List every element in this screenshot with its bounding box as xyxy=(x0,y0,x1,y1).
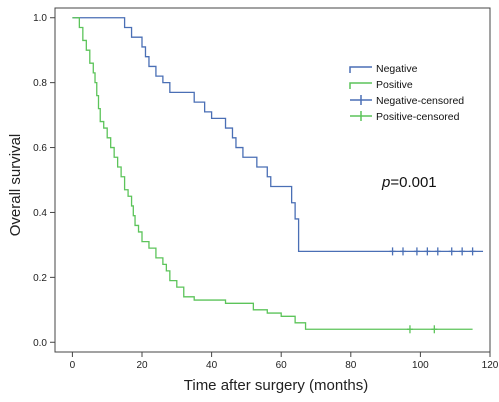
censor-mark-negative xyxy=(434,247,441,256)
x-tick-label: 120 xyxy=(482,360,499,371)
censor-mark-positive xyxy=(431,325,438,334)
y-tick-label: 0.4 xyxy=(33,208,47,219)
legend-label-positive: Positive xyxy=(376,79,413,91)
legend-symbol-positive-censored xyxy=(350,111,372,121)
y-tick-label: 0.8 xyxy=(33,78,47,89)
y-tick-label: 1.0 xyxy=(33,13,47,24)
p-value-annotation: p=0.001 xyxy=(381,174,437,191)
y-axis-title: Overall survival xyxy=(7,134,24,237)
y-tick-label: 0.0 xyxy=(33,338,47,349)
censor-mark-negative xyxy=(469,247,476,256)
x-tick-label: 40 xyxy=(206,360,218,371)
censor-mark-positive xyxy=(406,325,413,334)
legend-label-positive-censored: Positive-censored xyxy=(376,111,460,123)
censor-mark-negative xyxy=(389,247,396,256)
legend-symbol-negative-censored xyxy=(350,95,372,105)
censor-mark-negative xyxy=(424,247,431,256)
legend-item-negative: Negative xyxy=(349,63,418,75)
legend-symbol-positive xyxy=(349,82,372,89)
y-tick-label: 0.6 xyxy=(33,143,47,154)
legend-label-negative: Negative xyxy=(376,63,418,75)
axes-layer: 0 20 40 60 80 100 120 0.0 0.2 0.4 0.6 0.8 1.0 xyxy=(33,13,499,371)
censor-mark-negative xyxy=(448,247,455,256)
legend: Negative Positive Negative-censored Posi… xyxy=(349,63,464,123)
plot-border xyxy=(54,7,491,353)
legend-label-negative-censored: Negative-censored xyxy=(376,95,464,107)
x-axis-title: Time after surgery (months) xyxy=(184,377,369,394)
legend-item-negative-censored: Negative-censored xyxy=(350,95,464,107)
x-tick-label: 20 xyxy=(136,360,148,371)
x-tick-label: 80 xyxy=(345,360,357,371)
x-tick-label: 60 xyxy=(276,360,288,371)
legend-symbol-negative xyxy=(349,66,372,73)
censor-mark-negative xyxy=(459,247,466,256)
p-value-text: =0.001 xyxy=(390,174,436,191)
series-line-negative xyxy=(72,17,484,253)
series-line-positive xyxy=(72,17,473,330)
censor-mark-negative xyxy=(400,247,406,256)
censor-mark-negative xyxy=(413,247,420,256)
legend-item-positive: Positive xyxy=(349,79,413,91)
legend-item-positive-censored: Positive-censored xyxy=(350,111,460,123)
x-tick-label: 100 xyxy=(412,360,429,371)
p-value-symbol: p xyxy=(381,174,390,191)
x-tick-label: 0 xyxy=(70,360,76,371)
legend-line-symbol xyxy=(349,66,372,73)
y-tick-label: 0.2 xyxy=(33,273,47,284)
series-layer xyxy=(72,17,484,334)
legend-line-symbol xyxy=(349,82,372,89)
plot-frame xyxy=(54,7,491,353)
